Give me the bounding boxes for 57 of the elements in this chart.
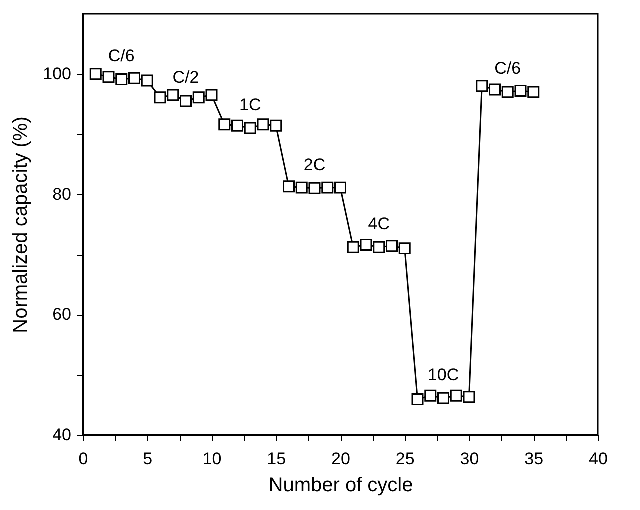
x-tick-label: 35: [524, 450, 544, 468]
point: [398, 242, 411, 255]
point: [373, 241, 386, 254]
x-tick-label: 20: [332, 450, 350, 468]
point: [386, 240, 398, 252]
point: [296, 182, 308, 194]
point: [102, 71, 115, 84]
x-tick-label: 15: [267, 450, 286, 468]
point: [154, 92, 166, 104]
annotation: C/2: [172, 68, 200, 88]
point: [257, 118, 270, 131]
point: [283, 180, 295, 193]
point: [218, 118, 231, 131]
annotation: C/6: [494, 59, 522, 78]
point: [424, 390, 437, 402]
annotation: 10C: [428, 365, 460, 384]
y-tick-label: 60: [52, 305, 72, 324]
x-tick-label: 5: [143, 450, 153, 468]
annotation: C/6: [108, 46, 135, 66]
point: [334, 182, 346, 194]
annotation: 4C: [368, 214, 390, 234]
x-tick-label: 25: [396, 450, 415, 468]
point: [412, 394, 424, 406]
annotation: 2C: [304, 155, 326, 174]
point: [90, 68, 102, 80]
x-axis-title: Number of cycle: [268, 474, 414, 496]
annotation: 1C: [240, 95, 262, 114]
x-tick-label: 40: [589, 450, 608, 468]
point: [116, 74, 128, 86]
point: [450, 390, 462, 402]
point: [347, 241, 360, 254]
point: [476, 80, 488, 92]
x-tick-label: 30: [460, 450, 480, 468]
y-tick-label: 100: [43, 64, 72, 84]
point: [244, 122, 256, 134]
point: [180, 95, 192, 108]
y-tick-label: 40: [52, 426, 72, 444]
point: [438, 392, 450, 404]
point: [192, 92, 205, 104]
point: [270, 120, 282, 132]
point: [232, 120, 244, 132]
point: [528, 86, 540, 98]
point: [167, 89, 180, 102]
point: [141, 74, 154, 87]
point: [502, 86, 514, 98]
point: [308, 182, 321, 194]
y-axis-title: Normalized capacity (%): [10, 116, 32, 334]
point: [128, 72, 140, 84]
point: [463, 391, 476, 404]
x-tick-label: 10: [202, 450, 222, 468]
y-tick-label: 80: [52, 184, 72, 204]
point: [322, 182, 334, 194]
point: [489, 84, 501, 96]
point: [360, 238, 372, 251]
x-tick-label: 0: [78, 450, 88, 468]
point: [206, 89, 218, 102]
point: [514, 84, 527, 97]
